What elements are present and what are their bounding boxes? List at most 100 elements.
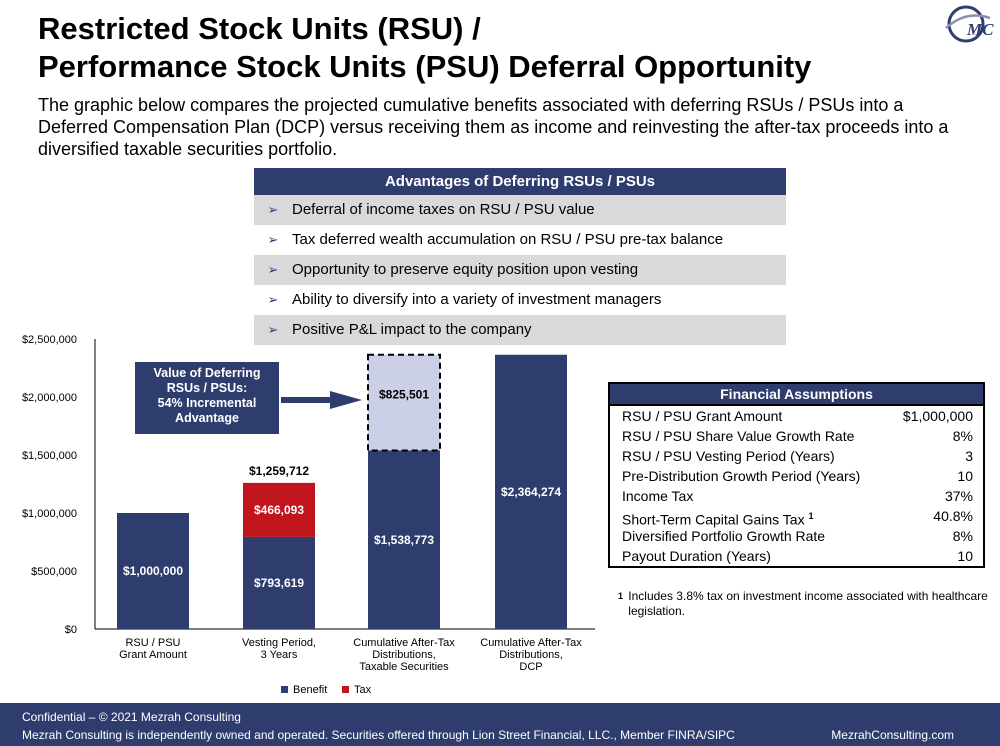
advantage-text: Ability to diversify into a variety of i… [292, 291, 662, 308]
advantages-panel: Advantages of Deferring RSUs / PSUs ➢ Def… [254, 168, 786, 345]
assumption-label: Pre-Distribution Growth Period (Years) [622, 468, 861, 484]
x-tick-label: Cumulative After-Tax [353, 637, 455, 649]
footer-bar: Confidential – © 2021 Mezrah Consulting … [0, 703, 1000, 746]
legend-label: Benefit [293, 684, 327, 696]
footer-confidential: Confidential – © 2021 Mezrah Consulting [22, 710, 241, 724]
financial-assumptions-table: Financial Assumptions RSU / PSU Grant Am… [608, 382, 985, 568]
benefit-bar [495, 354, 567, 629]
y-tick-label: $2,500,000 [22, 334, 77, 346]
assumption-label: Diversified Portfolio Growth Rate [622, 528, 826, 544]
arrow-bullet-icon: ➢ [267, 202, 279, 217]
assumption-row: Short-Term Capital Gains Tax 1 40.8% [610, 506, 983, 528]
logo-swoosh [945, 14, 991, 29]
assumption-label-text: Short-Term Capital Gains Tax [622, 511, 805, 528]
x-tick-label: Grant Amount [119, 649, 187, 661]
logo-text: MC [966, 20, 994, 39]
advantages-title: Advantages of Deferring RSUs / PSUs [254, 168, 786, 195]
assumption-row: Pre-Distribution Growth Period (Years) 10 [610, 466, 983, 486]
assumption-label: RSU / PSU Share Value Growth Rate [622, 428, 855, 444]
advantage-text: Opportunity to preserve equity position … [292, 261, 639, 278]
benefit-bar [368, 450, 440, 629]
total-data-label: $1,259,712 [249, 464, 309, 478]
advantage-item: ➢ Ability to diversify into a variety of … [254, 285, 786, 315]
assumption-value: 40.8% [933, 508, 973, 524]
x-tick-label: Distributions, [499, 649, 563, 661]
footnote-marker: 1 [808, 511, 814, 521]
x-tick-label: Taxable Securities [359, 661, 449, 673]
x-tick-label: 3 Years [261, 649, 298, 661]
arrow-bullet-icon: ➢ [267, 262, 279, 277]
assumption-row: Income Tax 37% [610, 486, 983, 506]
x-tick-label: RSU / PSU [125, 637, 180, 649]
x-tick-label: DCP [519, 661, 542, 673]
footer-website-link[interactable]: MezrahConsulting.com [831, 728, 954, 742]
assumption-value: 10 [957, 468, 973, 484]
title-line-1: Restricted Stock Units (RSU) / [38, 11, 481, 46]
footnote-text: Includes 3.8% tax on investment income a… [628, 589, 988, 618]
tax-bar [243, 482, 315, 537]
assumption-value: 8% [952, 528, 973, 544]
assumption-label: RSU / PSU Vesting Period (Years) [622, 448, 835, 464]
assumptions-title: Financial Assumptions [610, 384, 983, 406]
tax-data-label: $466,093 [254, 503, 304, 517]
callout-arrow-icon [281, 391, 362, 409]
legend-label: Tax [354, 684, 372, 696]
benefit-data-label: $793,619 [254, 576, 304, 590]
advantage-item: ➢ Opportunity to preserve equity position… [254, 255, 786, 285]
callout-text: 54% Incremental [158, 396, 257, 410]
incremental-data-label: $825,501 [379, 388, 429, 402]
benefit-data-label: $1,000,000 [123, 564, 183, 578]
advantage-item: ➢ Tax deferred wealth accumulation on RSU… [254, 225, 786, 255]
assumption-value: 10 [957, 548, 973, 564]
arrow-bullet-icon: ➢ [267, 292, 279, 307]
assumption-label: RSU / PSU Grant Amount [622, 408, 783, 424]
advantage-text: Deferral of income taxes on RSU / PSU va… [292, 201, 595, 218]
y-tick-label: $1,500,000 [22, 450, 77, 462]
footnote-line: 1 Includes 3.8% tax on investment income… [618, 589, 988, 619]
arrow-bullet-icon: ➢ [267, 232, 279, 247]
advantage-text: Tax deferred wealth accumulation on RSU … [292, 231, 724, 248]
assumption-value: 3 [965, 448, 973, 464]
y-tick-label: $2,000,000 [22, 392, 77, 404]
footnote-marker: 1 [618, 591, 624, 601]
assumption-row: RSU / PSU Grant Amount $1,000,000 [610, 406, 983, 426]
footer-disclaimer: Mezrah Consulting is independently owned… [22, 728, 735, 742]
advantage-text: Positive P&L impact to the company [292, 321, 532, 338]
arrow-bullet-icon: ➢ [267, 322, 279, 337]
legend-swatch [281, 686, 288, 693]
callout-text: RSUs / PSUs: [167, 381, 248, 395]
assumption-value: $1,000,000 [902, 408, 973, 424]
callout-text: Value of Deferring [154, 366, 261, 380]
advantages-list: ➢ Deferral of income taxes on RSU / PSU v… [254, 195, 786, 345]
benefit-bar [117, 513, 189, 629]
x-tick-label: Vesting Period, [242, 637, 316, 649]
advantage-item: ➢ Positive P&L impact to the company [254, 315, 786, 345]
assumption-row: RSU / PSU Share Value Growth Rate 8% [610, 426, 983, 446]
assumption-label: Income Tax [622, 488, 694, 504]
benefit-data-label: $2,364,274 [501, 485, 561, 499]
assumption-label: Short-Term Capital Gains Tax 1 [622, 506, 814, 528]
page-title: Restricted Stock Units (RSU) / Performan… [38, 10, 938, 86]
assumption-label: Payout Duration (Years) [622, 548, 771, 564]
callout-box [135, 362, 279, 434]
assumption-row: RSU / PSU Vesting Period (Years) 3 [610, 446, 983, 466]
y-tick-label: $0 [65, 624, 77, 636]
incremental-value-box [367, 353, 441, 452]
benefit-data-label: $1,538,773 [374, 533, 434, 547]
y-tick-label: $500,000 [31, 566, 77, 578]
assumption-row: Diversified Portfolio Growth Rate 8% [610, 526, 983, 546]
rsu-deferral-chart: $0 $500,000 $1,000,000 $1,500,000 $2,000,000… [22, 334, 595, 696]
assumption-value: 37% [944, 488, 973, 504]
advantage-item: ➢ Deferral of income taxes on RSU / PSU v… [254, 195, 786, 225]
legend-swatch [342, 686, 349, 693]
benefit-bar [243, 536, 315, 629]
page-subtitle: The graphic below compares the projected… [38, 95, 949, 159]
x-tick-label: Cumulative After-Tax [480, 637, 582, 649]
y-tick-label: $1,000,000 [22, 508, 77, 520]
footnote: 1 Includes 3.8% tax on investment income… [618, 589, 988, 619]
company-logo: MC [945, 5, 994, 43]
assumption-value: 8% [952, 428, 973, 444]
x-tick-label: Distributions, [372, 649, 436, 661]
title-line-2: Performance Stock Units (PSU) Deferral O… [38, 49, 812, 84]
callout-text: Advantage [175, 411, 239, 425]
